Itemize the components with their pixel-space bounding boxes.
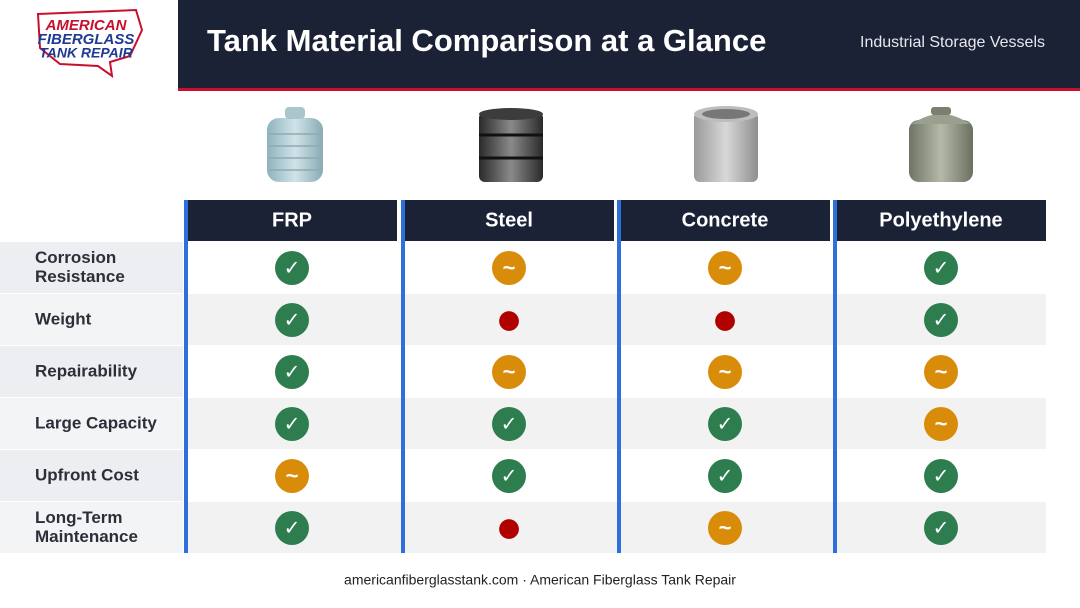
status-symbol: ✓ — [284, 517, 301, 539]
row-label: Resistance — [35, 267, 125, 286]
column-header: Concrete — [682, 209, 769, 231]
status-icon — [924, 303, 958, 337]
status-symbol: ~ — [935, 359, 948, 384]
tank-images — [267, 106, 973, 182]
row-label-bg — [0, 346, 183, 397]
row-label: Weight — [35, 309, 92, 328]
status-icon — [708, 407, 742, 441]
status-symbol: ✓ — [284, 413, 301, 435]
comparison-table: FRP Steel Concrete Polyethylene CorrosionRes… — [0, 200, 1046, 553]
header-rule — [178, 88, 1080, 91]
status-symbol: ~ — [286, 463, 299, 488]
row-label-bg — [0, 242, 183, 293]
concrete-tank — [694, 106, 758, 182]
poly-tank — [909, 107, 973, 182]
status-icon — [708, 251, 742, 285]
status-symbol: ~ — [503, 255, 516, 280]
status-icon — [924, 511, 958, 545]
status-poor: ● — [495, 292, 523, 344]
column-header-bg — [619, 200, 830, 241]
map-outline — [36, 8, 144, 79]
status-symbol: ✓ — [501, 413, 518, 435]
status-icon — [708, 459, 742, 493]
column-header: FRP — [272, 209, 312, 231]
row-bg — [186, 294, 1046, 345]
status-symbol: ~ — [719, 515, 732, 540]
subtitle: Industrial Storage Vessels — [860, 34, 1045, 51]
row-label: Maintenance — [35, 527, 138, 546]
status-symbol: ~ — [719, 359, 732, 384]
column-divider — [617, 200, 621, 553]
status-icon — [924, 407, 958, 441]
status-poor: ● — [711, 292, 739, 344]
status-symbol: ✓ — [501, 465, 518, 487]
status-icon — [924, 355, 958, 389]
header-band — [178, 0, 1080, 88]
row-bg — [186, 398, 1046, 449]
row-bg — [186, 242, 1046, 293]
status-icon — [708, 355, 742, 389]
logo-text: FIBERGLASS — [38, 31, 135, 48]
row-label: Upfront Cost — [35, 465, 139, 484]
row-label: Repairability — [35, 361, 138, 380]
status-icon — [275, 459, 309, 493]
status-symbol: ✓ — [717, 465, 734, 487]
status-symbol: ~ — [719, 255, 732, 280]
row-label: Corrosion — [35, 248, 116, 267]
status-symbol: ✓ — [933, 465, 950, 487]
status-icon — [275, 303, 309, 337]
column-header-bg — [403, 200, 614, 241]
title: Tank Material Comparison at a Glance — [207, 23, 766, 58]
row-bg — [186, 502, 1046, 553]
status-icon — [275, 355, 309, 389]
column-divider — [401, 200, 405, 553]
frp-tank — [267, 107, 323, 182]
column-header: Polyethylene — [879, 209, 1002, 231]
steel-tank — [479, 108, 543, 182]
column-header-bg — [835, 200, 1046, 241]
status-icon — [492, 251, 526, 285]
status-icon — [924, 459, 958, 493]
row-bg — [186, 450, 1046, 501]
row-label-bg — [0, 398, 183, 449]
status-icon — [275, 251, 309, 285]
status-symbol: ✓ — [933, 517, 950, 539]
column-divider — [184, 200, 188, 553]
logo-text: TANK REPAIR — [39, 45, 133, 61]
row-label-bg — [0, 294, 183, 345]
status-icon — [492, 407, 526, 441]
column-divider — [833, 200, 837, 553]
status-symbol: ✓ — [933, 309, 950, 331]
row-label-bg — [0, 502, 183, 553]
status-symbol: ✓ — [284, 257, 301, 279]
row-label: Long-Term — [35, 508, 123, 527]
status-icon — [924, 251, 958, 285]
row-label: Large Capacity — [35, 413, 157, 432]
row-bg — [186, 346, 1046, 397]
footer: americanfiberglasstank.com · American Fi… — [344, 572, 736, 588]
status-symbol: ~ — [935, 411, 948, 436]
status-icon — [492, 355, 526, 389]
row-label-bg — [0, 450, 183, 501]
status-icon — [275, 511, 309, 545]
column-header: Steel — [485, 209, 533, 231]
status-icon — [708, 511, 742, 545]
logo: AMERICAN FIBERGLASS TANK REPAIR — [36, 8, 144, 79]
status-symbol: ✓ — [284, 309, 301, 331]
status-symbol: ~ — [503, 359, 516, 384]
status-symbol: ✓ — [284, 361, 301, 383]
status-symbol: ✓ — [717, 413, 734, 435]
column-header-bg — [186, 200, 397, 241]
status-symbol: ✓ — [933, 257, 950, 279]
status-poor: ● — [495, 500, 523, 552]
status-icon — [275, 407, 309, 441]
logo-text: AMERICAN — [45, 17, 128, 34]
status-icon — [492, 459, 526, 493]
